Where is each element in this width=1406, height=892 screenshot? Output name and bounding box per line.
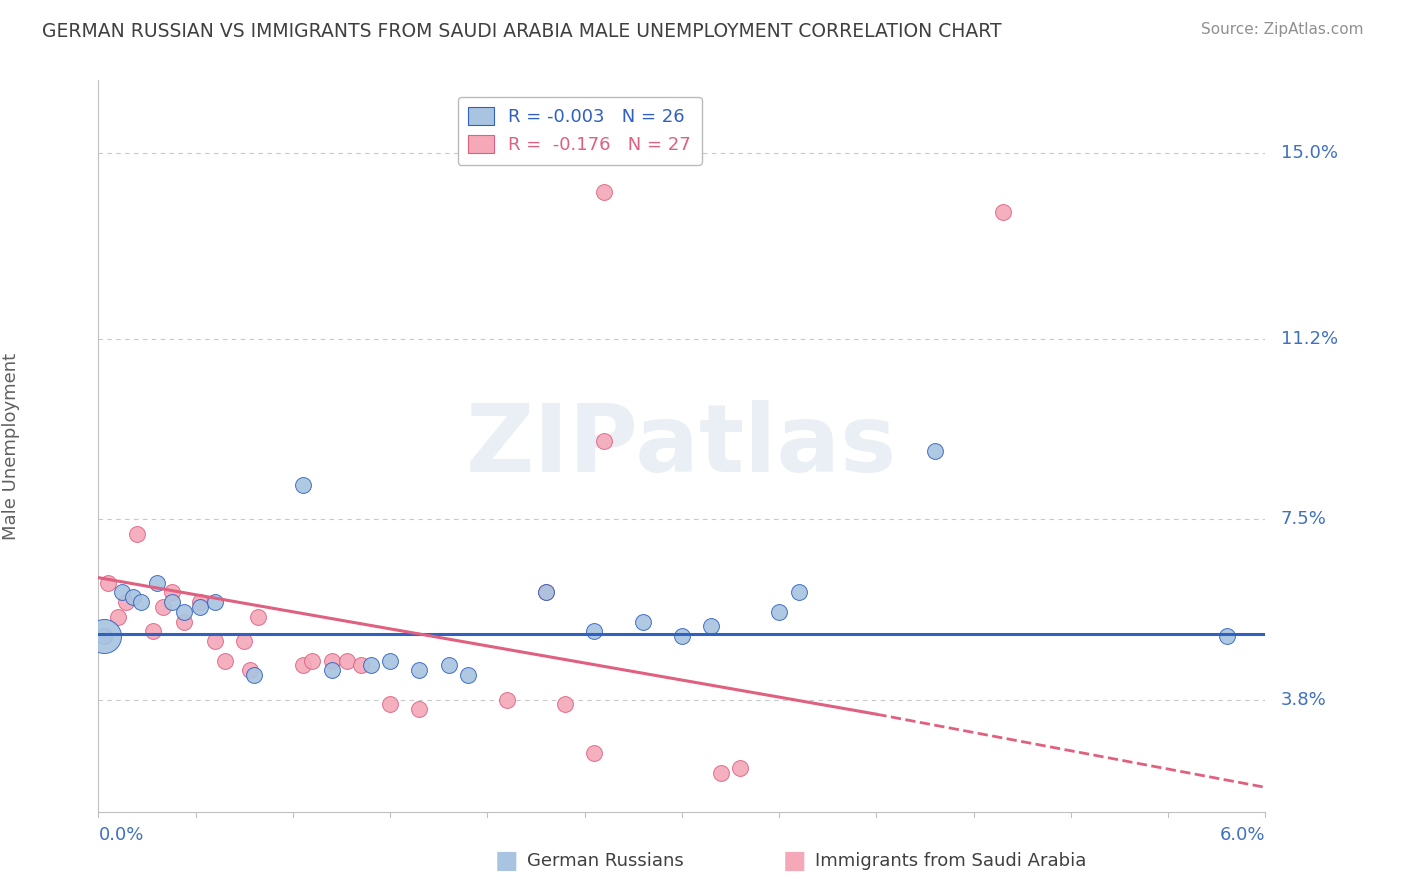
Point bbox=[924, 443, 946, 458]
Point bbox=[97, 575, 120, 590]
Point bbox=[129, 595, 152, 609]
Point bbox=[583, 746, 606, 760]
Point bbox=[246, 609, 269, 624]
Point bbox=[152, 599, 174, 614]
Point bbox=[93, 629, 115, 643]
Point bbox=[162, 585, 184, 599]
Point bbox=[408, 702, 430, 716]
Point bbox=[534, 585, 557, 599]
Point bbox=[360, 658, 382, 673]
Text: German Russians: German Russians bbox=[527, 852, 683, 870]
Point bbox=[631, 615, 654, 629]
Point bbox=[991, 205, 1014, 219]
Point bbox=[496, 692, 519, 706]
Point bbox=[321, 663, 343, 677]
Text: Male Unemployment: Male Unemployment bbox=[1, 352, 20, 540]
Point bbox=[593, 434, 616, 449]
Point bbox=[787, 585, 810, 599]
Text: ■: ■ bbox=[783, 849, 806, 872]
Text: 7.5%: 7.5% bbox=[1281, 510, 1327, 528]
Text: 0.0%: 0.0% bbox=[98, 826, 143, 845]
Point bbox=[204, 595, 226, 609]
Point bbox=[233, 634, 256, 648]
Point bbox=[1215, 629, 1237, 643]
Point bbox=[380, 698, 402, 712]
Point bbox=[214, 654, 236, 668]
Point bbox=[243, 668, 266, 682]
Point bbox=[583, 624, 606, 639]
Text: Source: ZipAtlas.com: Source: ZipAtlas.com bbox=[1201, 22, 1364, 37]
Point bbox=[554, 698, 576, 712]
Point bbox=[730, 761, 752, 775]
Point bbox=[380, 654, 402, 668]
Point bbox=[700, 619, 723, 633]
Point bbox=[142, 624, 165, 639]
Point bbox=[173, 615, 195, 629]
Point bbox=[162, 595, 184, 609]
Point bbox=[336, 654, 359, 668]
Point bbox=[173, 605, 195, 619]
Point bbox=[188, 599, 211, 614]
Text: GERMAN RUSSIAN VS IMMIGRANTS FROM SAUDI ARABIA MALE UNEMPLOYMENT CORRELATION CHA: GERMAN RUSSIAN VS IMMIGRANTS FROM SAUDI … bbox=[42, 22, 1002, 41]
Point bbox=[593, 186, 616, 200]
Point bbox=[107, 609, 129, 624]
Point bbox=[114, 595, 136, 609]
Point bbox=[204, 634, 226, 648]
Point bbox=[127, 526, 149, 541]
Legend: R = -0.003   N = 26, R =  -0.176   N = 27: R = -0.003 N = 26, R = -0.176 N = 27 bbox=[457, 96, 702, 165]
Text: ■: ■ bbox=[495, 849, 517, 872]
Point bbox=[301, 654, 323, 668]
Point bbox=[710, 765, 733, 780]
Point bbox=[291, 478, 314, 492]
Point bbox=[321, 654, 343, 668]
Text: 6.0%: 6.0% bbox=[1220, 826, 1265, 845]
Point bbox=[457, 668, 479, 682]
Point bbox=[408, 663, 430, 677]
Text: 11.2%: 11.2% bbox=[1281, 330, 1339, 348]
Point bbox=[671, 629, 693, 643]
Point bbox=[350, 658, 373, 673]
Text: 15.0%: 15.0% bbox=[1281, 145, 1339, 162]
Point bbox=[239, 663, 262, 677]
Point bbox=[93, 629, 115, 643]
Point bbox=[291, 658, 314, 673]
Text: 3.8%: 3.8% bbox=[1281, 690, 1327, 708]
Point bbox=[768, 605, 790, 619]
Point bbox=[122, 590, 145, 604]
Point bbox=[188, 595, 211, 609]
Text: Immigrants from Saudi Arabia: Immigrants from Saudi Arabia bbox=[815, 852, 1087, 870]
Point bbox=[146, 575, 169, 590]
Point bbox=[437, 658, 460, 673]
Text: ZIPatlas: ZIPatlas bbox=[467, 400, 897, 492]
Point bbox=[111, 585, 134, 599]
Point bbox=[534, 585, 557, 599]
